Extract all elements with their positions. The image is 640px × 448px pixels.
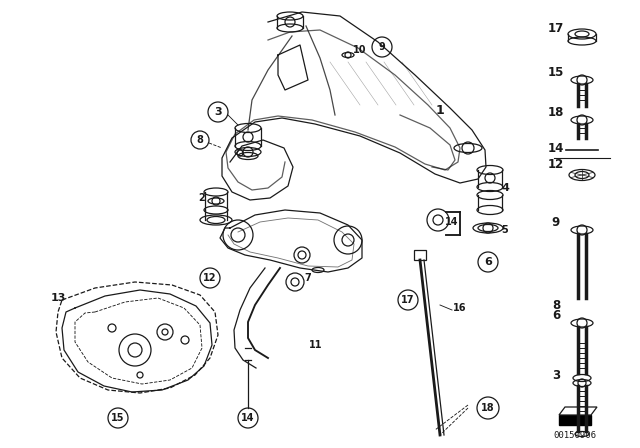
- Text: 6: 6: [552, 309, 560, 322]
- Text: 10: 10: [353, 45, 367, 55]
- Text: 15: 15: [111, 413, 125, 423]
- Text: 7: 7: [305, 273, 312, 283]
- Bar: [559, 415, 591, 425]
- Text: 9: 9: [552, 215, 560, 228]
- Text: 14: 14: [548, 142, 564, 155]
- Text: 17: 17: [401, 295, 415, 305]
- Text: 4: 4: [501, 183, 509, 193]
- Text: 2: 2: [198, 193, 205, 203]
- Text: 6: 6: [484, 257, 492, 267]
- Text: 8: 8: [196, 135, 204, 145]
- Text: 11: 11: [309, 340, 323, 350]
- Text: 8: 8: [552, 298, 560, 311]
- Text: 12: 12: [204, 273, 217, 283]
- Text: 17: 17: [548, 22, 564, 34]
- Bar: [414, 250, 426, 260]
- Text: 14: 14: [445, 217, 459, 227]
- Text: 3: 3: [552, 369, 560, 382]
- Polygon shape: [559, 407, 597, 415]
- Text: 14: 14: [241, 413, 255, 423]
- Text: 12: 12: [548, 158, 564, 171]
- Text: 00150906: 00150906: [554, 431, 596, 439]
- Text: 16: 16: [453, 303, 467, 313]
- Text: 3: 3: [214, 107, 222, 117]
- Text: 18: 18: [548, 105, 564, 119]
- Text: 13: 13: [51, 293, 66, 303]
- Text: 9: 9: [379, 42, 385, 52]
- Text: 1: 1: [436, 103, 444, 116]
- Text: 18: 18: [481, 403, 495, 413]
- Text: 15: 15: [548, 65, 564, 78]
- Text: 5: 5: [502, 225, 508, 235]
